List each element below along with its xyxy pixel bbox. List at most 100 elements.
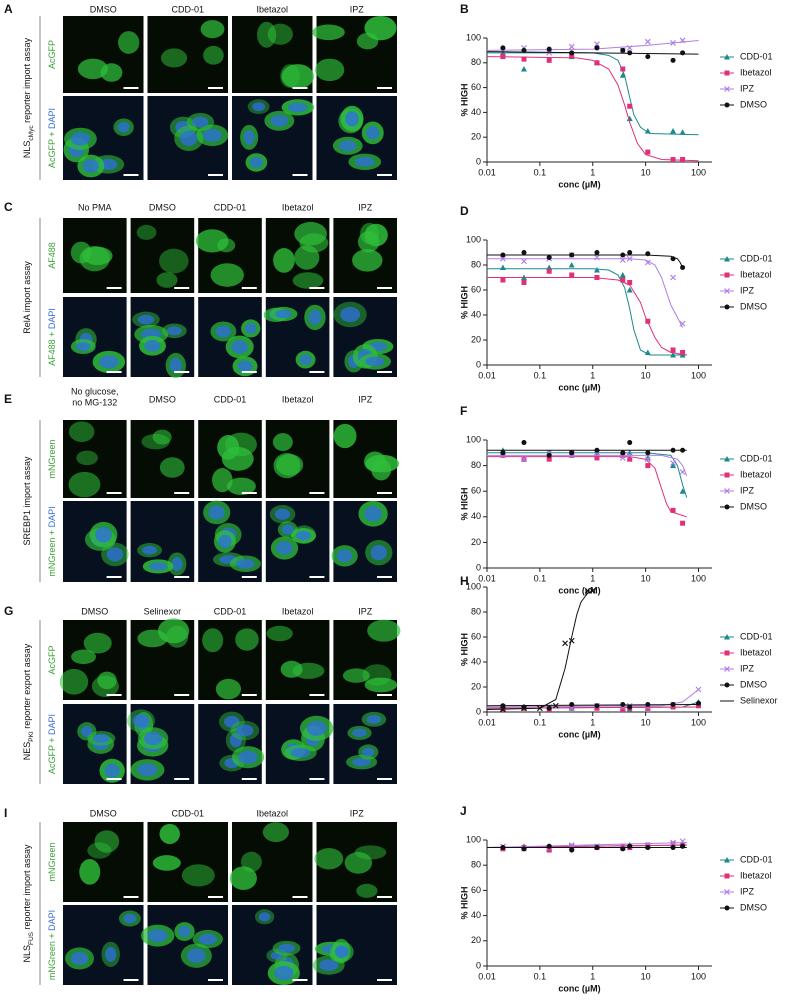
y-axis-label: % HIGH	[459, 487, 469, 520]
data-point	[644, 38, 651, 45]
data-point	[562, 640, 569, 647]
data-point	[536, 705, 543, 712]
fit-curve	[487, 52, 699, 136]
data-point	[620, 66, 626, 72]
data-point	[500, 450, 506, 456]
data-point	[680, 520, 686, 526]
column-label: Selinexor	[144, 606, 182, 616]
data-point	[569, 272, 575, 278]
column-label: IPZ	[350, 808, 365, 818]
legend-label: CDD-01	[740, 854, 773, 864]
cell-shape	[77, 58, 108, 80]
nucleus-shape	[340, 306, 361, 323]
cell-shape	[94, 830, 120, 853]
x-tick-label: 0.01	[478, 370, 496, 380]
data-point	[645, 702, 651, 707]
legend-marker	[724, 304, 730, 310]
data-point	[695, 686, 702, 693]
nucleus-shape	[208, 505, 225, 520]
column-label: CDD-01	[171, 808, 204, 818]
data-point	[500, 277, 506, 283]
cell-shape	[229, 866, 257, 891]
nucleus-shape	[290, 748, 311, 758]
nucleus-shape	[224, 715, 240, 728]
data-point	[644, 349, 651, 355]
cell-shape	[354, 845, 387, 860]
nucleus-shape	[354, 156, 375, 167]
cell-shape	[100, 63, 123, 82]
row-label-part: DAPI	[47, 506, 57, 527]
assay-label-part: NES	[22, 742, 32, 761]
row-label: AF488 + DAPI	[47, 308, 57, 366]
y-tick-label: 80	[471, 259, 481, 269]
y-tick-label: 60	[471, 885, 481, 895]
nucleus-shape	[144, 339, 161, 352]
legend-label: Ibetazol	[740, 269, 772, 279]
row-label: AcGFP + DAPI	[47, 714, 57, 774]
data-point	[670, 839, 676, 846]
nucleus-shape	[288, 102, 308, 113]
legend-marker	[724, 54, 730, 60]
data-point	[670, 447, 676, 453]
data-point	[627, 843, 633, 849]
x-tick-label: 100	[691, 167, 706, 177]
cell-shape	[181, 864, 215, 887]
nucleus-shape	[334, 945, 350, 958]
data-point	[620, 450, 626, 456]
panel-letter: F	[460, 404, 467, 418]
data-point	[546, 264, 553, 270]
y-tick-label: 40	[471, 107, 481, 117]
data-point	[626, 44, 633, 51]
cell-shape	[344, 852, 373, 874]
nucleus-shape	[252, 102, 266, 112]
nucleus-shape	[366, 714, 382, 724]
cell-shape	[152, 429, 172, 445]
data-point	[670, 462, 677, 469]
nucleus-shape	[192, 116, 209, 128]
data-point	[546, 49, 553, 56]
data-point	[594, 60, 600, 66]
nucleus-shape	[362, 747, 375, 757]
y-tick-label: 0	[476, 359, 481, 369]
nucleus-shape	[338, 140, 357, 152]
nucleus-shape	[229, 732, 242, 748]
fit-curve	[486, 704, 699, 707]
data-point	[499, 264, 506, 270]
cell-shape	[79, 859, 101, 885]
legend-marker	[724, 905, 730, 911]
cell-shape	[272, 433, 293, 452]
data-point	[619, 257, 626, 263]
data-point	[594, 41, 600, 48]
legend-marker	[724, 634, 730, 640]
cell-shape	[215, 678, 242, 700]
data-point	[680, 157, 686, 163]
x-tick-label: 1	[590, 971, 595, 981]
x-tick-label: 100	[691, 971, 706, 981]
legend-label: IPZ	[740, 663, 755, 673]
row-label: mNGreen + DAPI	[47, 506, 57, 576]
row-label-part: AF488 +	[47, 329, 57, 366]
cell-shape	[200, 20, 225, 39]
nucleus-shape	[231, 340, 249, 354]
cell-shape	[356, 883, 378, 898]
y-tick-label: 20	[471, 537, 481, 547]
data-point	[670, 274, 676, 281]
cell-shape	[202, 628, 224, 653]
data-point	[670, 40, 676, 46]
y-tick-label: 0	[476, 562, 481, 572]
assay-label-part: reporter import assay	[22, 844, 32, 932]
x-axis-label: conc (µM)	[558, 382, 600, 392]
panel-letter: G	[4, 604, 13, 618]
y-tick-label: 0	[476, 960, 481, 970]
x-tick-label: 100	[691, 717, 706, 727]
data-point	[679, 320, 686, 327]
data-point	[627, 250, 633, 255]
cell-shape	[203, 45, 224, 65]
data-point	[645, 318, 651, 324]
nucleus-shape	[187, 948, 206, 963]
row-label-part: AcGFP +	[47, 735, 57, 774]
column-label: DMSO	[90, 808, 117, 818]
data-point	[499, 49, 506, 56]
legend-label: CDD-01	[740, 253, 773, 263]
data-point	[626, 452, 633, 459]
